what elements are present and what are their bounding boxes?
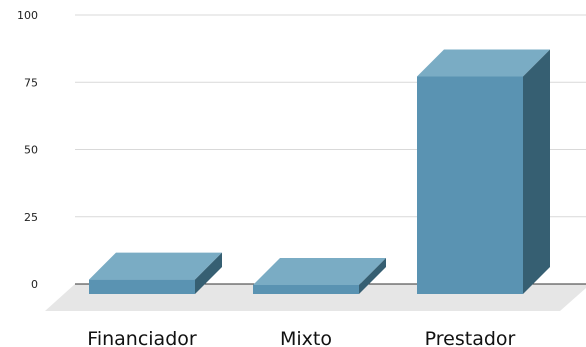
bar-mixto	[253, 257, 386, 294]
bars	[89, 49, 550, 295]
bar-front	[89, 279, 195, 294]
bar-side	[359, 257, 386, 294]
bar-top	[417, 49, 550, 77]
bar-front	[253, 284, 359, 294]
bar-front	[417, 76, 523, 295]
y-tick-label: 25	[24, 211, 38, 224]
bar-financiador	[89, 252, 222, 294]
bar-prestador	[417, 49, 550, 295]
bar-top	[253, 257, 386, 285]
y-tick-label: 75	[24, 76, 38, 89]
y-tick-label: 50	[24, 144, 38, 157]
bar-side	[195, 252, 222, 294]
x-tick-label: Financiador	[87, 328, 197, 347]
y-tick-label: 0	[31, 278, 38, 291]
x-tick-labels: Financiador Mixto Prestador	[87, 328, 515, 347]
bar-side	[523, 49, 550, 294]
y-tick-label: 100	[17, 9, 38, 22]
y-tick-labels: 0 25 50 75 100	[17, 9, 38, 291]
x-tick-label: Mixto	[280, 328, 332, 347]
bar-top	[89, 252, 222, 280]
x-tick-label: Prestador	[425, 328, 516, 347]
